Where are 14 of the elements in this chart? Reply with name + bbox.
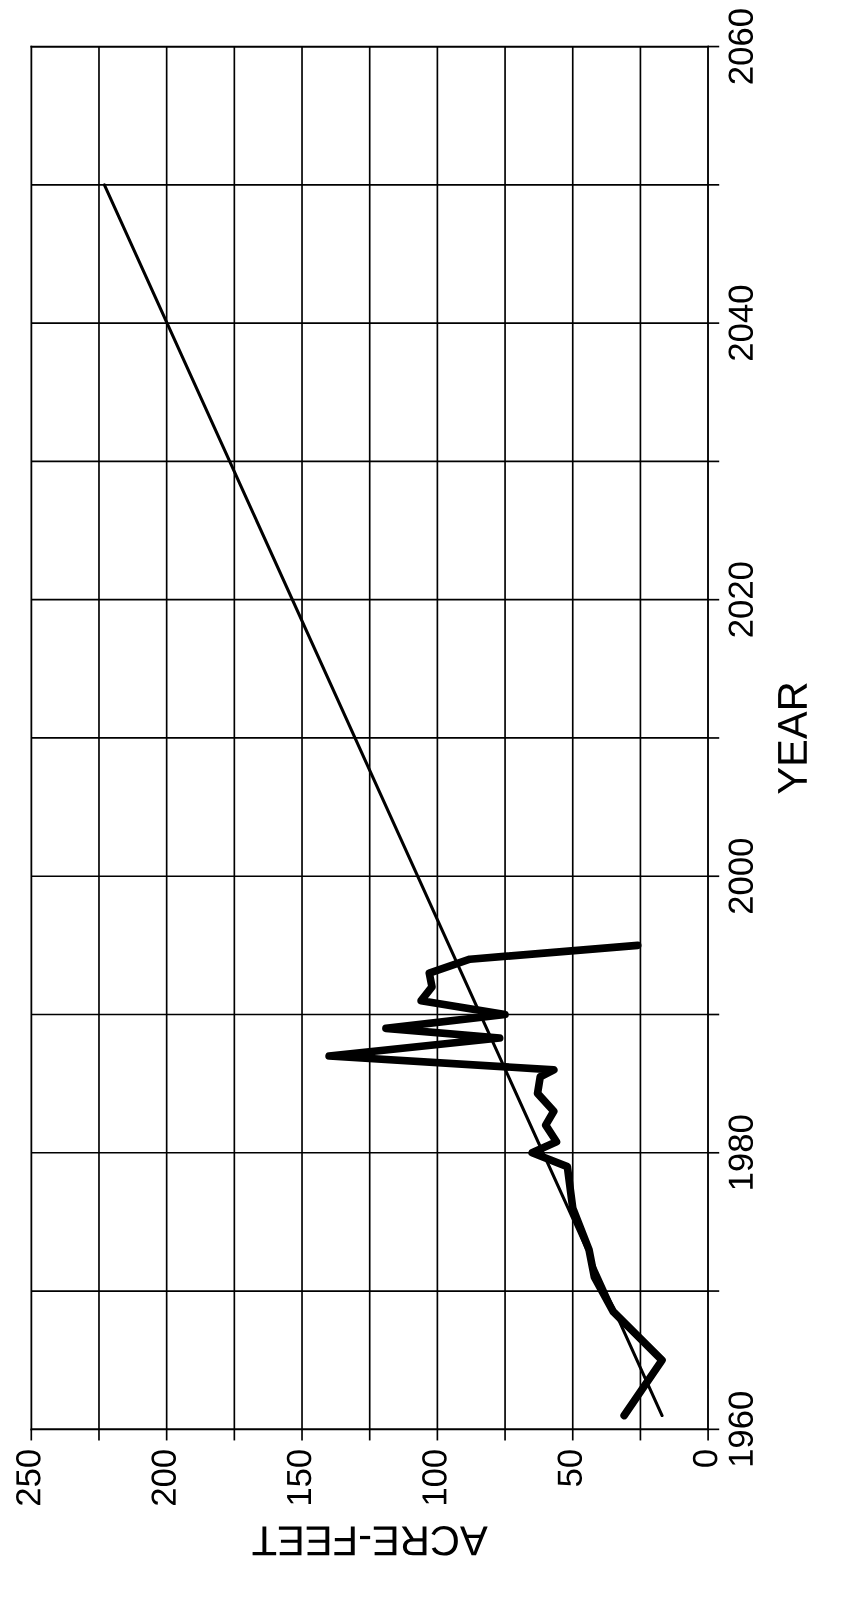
y-tick-label: 1960 [728,1392,754,1466]
x-tick-label: 50 [557,1450,583,1487]
x-tick-label: 0 [692,1450,718,1467]
y-tick-label: 2020 [728,562,754,637]
x-tick-label: 100 [422,1450,447,1505]
y-axis-title: YEAR [778,683,807,794]
x-axis-title: ACRE-FEET [252,1526,488,1556]
x-tick-label: 250 [16,1450,41,1505]
y-tick-label: 2040 [728,285,754,360]
y-tick-label: 1980 [728,1115,754,1189]
y-tick-label: 2000 [728,838,754,914]
y-tick-label: 2060 [728,9,754,84]
x-tick-label: 200 [151,1450,176,1505]
x-tick-label: 150 [286,1450,312,1505]
